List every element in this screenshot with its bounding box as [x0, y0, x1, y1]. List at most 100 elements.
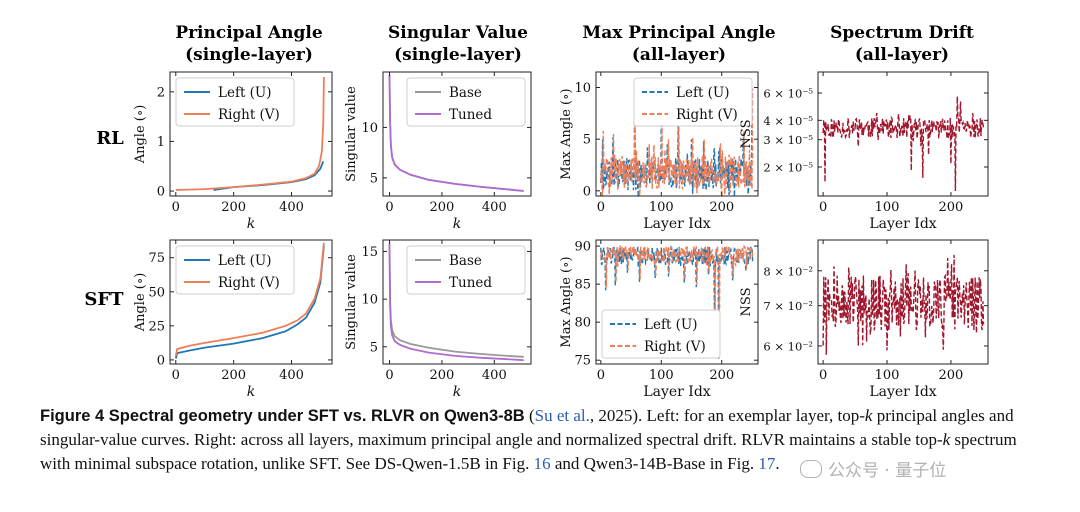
y-tick-label-rl-max-1: 5	[583, 133, 591, 148]
x-axis-label-rl-drift: Layer Idx	[869, 216, 936, 232]
legend-rl-sv: Base Tuned	[406, 77, 526, 127]
y-tick-label-sft-max-2: 85	[574, 278, 591, 293]
x-tick-label-rl-max-2: 200	[709, 200, 734, 215]
x-axis-label-rl-angle: k	[247, 216, 255, 232]
y-tick-label-sft-max-3: 90	[574, 240, 591, 255]
series-line-sft-angle-0	[174, 245, 325, 359]
y-tick-label-sft-max-0: 75	[574, 354, 591, 369]
y-tick-label-sft-sv-0: 5	[370, 340, 378, 355]
y-axis-label-sft-drift: NSS	[739, 288, 754, 317]
x-axis-label-sft-sv: k	[453, 384, 461, 400]
chart-sft-sv: 0 200 400 5 10 15 k Singular value Base Tuned	[344, 239, 532, 400]
chart-sft-angle: 0 200 400 0 25 50 75 k Angle (∘) Left (U) Right (V…	[133, 239, 333, 400]
y-tick-label-rl-angle-1: 1	[157, 135, 165, 150]
series-line-sft-max-0	[600, 245, 754, 359]
caption-text-3: spectrum with minimal subspace rotation,…	[40, 430, 1017, 473]
y-tick-label-rl-drift-2: 4 × 10⁻⁵	[763, 114, 813, 128]
y-tick-label-rl-sv-0: 5	[370, 171, 378, 186]
col-subtitle-1: (single-layer)	[394, 45, 522, 65]
y-tick-label-sft-max-1: 80	[574, 316, 591, 331]
y-tick-label-sft-angle-0: 0	[157, 353, 165, 368]
x-axis-label-rl-max: Layer Idx	[643, 216, 710, 232]
y-axis-label-sft-sv: Singular value	[344, 254, 359, 350]
col-title-0: Principal Angle	[175, 23, 323, 43]
legend-rl-angle: Left (U) Right (V)	[175, 77, 295, 127]
caption-fig17-link[interactable]: 17	[758, 454, 776, 473]
watermark: 公众号 · 量子位	[800, 456, 946, 481]
x-axis-label-sft-drift: Layer Idx	[869, 384, 936, 400]
y-axis-label-rl-max: Max Angle (∘)	[559, 88, 574, 179]
col-title-1: Singular Value	[388, 23, 528, 43]
caption-text-4: and Qwen3-14B-Base in Fig.	[550, 454, 759, 473]
x-tick-label-sft-max-1: 100	[649, 368, 674, 383]
x-tick-label-rl-drift-1: 100	[875, 200, 900, 215]
wechat-icon	[800, 459, 822, 478]
legend-label-sft-sv-0: Base	[449, 253, 482, 269]
series-line-sft-sv-1	[388, 243, 524, 362]
legend-label-rl-max-0: Left (U)	[676, 85, 730, 101]
x-tick-label-sft-angle-1: 200	[221, 368, 246, 383]
x-tick-label-sft-angle-2: 400	[279, 368, 304, 383]
watermark-text: 公众号 · 量子位	[828, 461, 947, 481]
y-tick-label-rl-sv-1: 10	[361, 121, 378, 136]
legend-box-rl-max	[633, 77, 753, 127]
x-tick-label-sft-drift-0: 0	[819, 368, 827, 383]
col-subtitle-0: (single-layer)	[185, 45, 313, 65]
series-line-sft-angle-1	[174, 242, 325, 356]
caption-heading: Figure 4 Spectral geometry under SFT vs.…	[40, 407, 525, 425]
chart-sft-drift: 0 100 200 6 × 10⁻² 7 × 10⁻² 8 × 10⁻² Layer Idx…	[739, 239, 989, 400]
figure-caption: Figure 4 Spectral geometry under SFT vs.…	[40, 404, 1040, 476]
legend-label-rl-angle-0: Left (U)	[218, 85, 272, 101]
plot-frame-rl-max	[595, 71, 759, 197]
x-axis-label-sft-max: Layer Idx	[643, 384, 710, 400]
y-axis-label-rl-drift: NSS	[739, 120, 754, 149]
caption-cite-open: (	[524, 406, 535, 425]
plot-frame-sft-drift	[817, 239, 989, 365]
plot-frame-sft-max	[595, 239, 759, 365]
legend-label-rl-sv-0: Base	[449, 85, 482, 101]
figure: Principal Angle (single-layer) Singular …	[84, 23, 989, 400]
y-tick-label-sft-angle-1: 25	[148, 319, 165, 334]
legend-box-sft-max	[601, 309, 721, 359]
legend-label-sft-angle-0: Left (U)	[218, 253, 272, 269]
legend-label-sft-sv-1: Tuned	[449, 275, 492, 291]
legend-sft-sv: Base Tuned	[406, 245, 526, 295]
col-subtitle-3: (all-layer)	[855, 45, 949, 65]
series-line-sft-max-1	[600, 244, 754, 353]
legend-label-sft-max-0: Left (U)	[644, 317, 698, 333]
legend-sft-angle: Left (U) Right (V)	[175, 245, 295, 295]
legend-label-rl-max-1: Right (V)	[676, 107, 738, 123]
y-tick-label-sft-sv-2: 15	[361, 245, 378, 260]
x-tick-label-rl-sv-0: 0	[385, 200, 393, 215]
legend-label-rl-sv-1: Tuned	[449, 107, 492, 123]
plot-frame-sft-sv	[382, 239, 532, 365]
y-tick-label-rl-max-0: 0	[583, 184, 591, 199]
series-line-rl-max-1	[600, 88, 754, 196]
y-tick-label-sft-drift-2: 8 × 10⁻²	[763, 264, 813, 278]
caption-end: .	[775, 454, 780, 473]
chart-sft-max: 0 100 200 75 80 85 90 Layer Idx Max Angle (∘) Lef…	[559, 239, 759, 400]
plot-frame-rl-drift	[817, 71, 989, 197]
y-axis-label-sft-max: Max Angle (∘)	[559, 256, 574, 347]
x-tick-label-rl-sv-2: 400	[482, 200, 507, 215]
y-axis-label-sft-angle: Angle (∘)	[133, 273, 148, 333]
chart-panels: 0 200 400 0 1 2 k Angle (∘) Left (U) Right (V) 0 20…	[133, 71, 989, 400]
x-tick-label-sft-drift-2: 200	[939, 368, 964, 383]
series-line-sft-drift-0	[822, 254, 985, 355]
col-title-3: Spectrum Drift	[830, 23, 974, 43]
x-tick-label-rl-angle-2: 400	[279, 200, 304, 215]
col-title-2: Max Principal Angle	[582, 23, 775, 43]
caption-fig16-link[interactable]: 16	[533, 454, 551, 473]
y-tick-label-rl-drift-1: 3 × 10⁻⁵	[763, 133, 813, 147]
caption-citation-link[interactable]: Su et al.	[534, 406, 590, 425]
y-tick-label-rl-angle-0: 0	[157, 185, 165, 200]
chart-rl-drift: 0 100 200 2 × 10⁻⁵ 3 × 10⁻⁵ 4 × 10⁻⁵ 6 × 10⁻⁵ L…	[739, 71, 989, 232]
x-tick-label-rl-angle-0: 0	[172, 200, 180, 215]
x-tick-label-sft-sv-1: 200	[430, 368, 455, 383]
series-line-rl-angle-0	[213, 160, 325, 191]
caption-text-1: , 2025). Left: for an exemplar layer, to…	[589, 406, 865, 425]
col-subtitle-2: (all-layer)	[632, 45, 726, 65]
x-tick-label-rl-drift-2: 200	[939, 200, 964, 215]
series-line-rl-angle-1	[175, 76, 325, 191]
chart-rl-sv: 0 200 400 5 10 k Singular value Base Tuned	[344, 71, 532, 232]
